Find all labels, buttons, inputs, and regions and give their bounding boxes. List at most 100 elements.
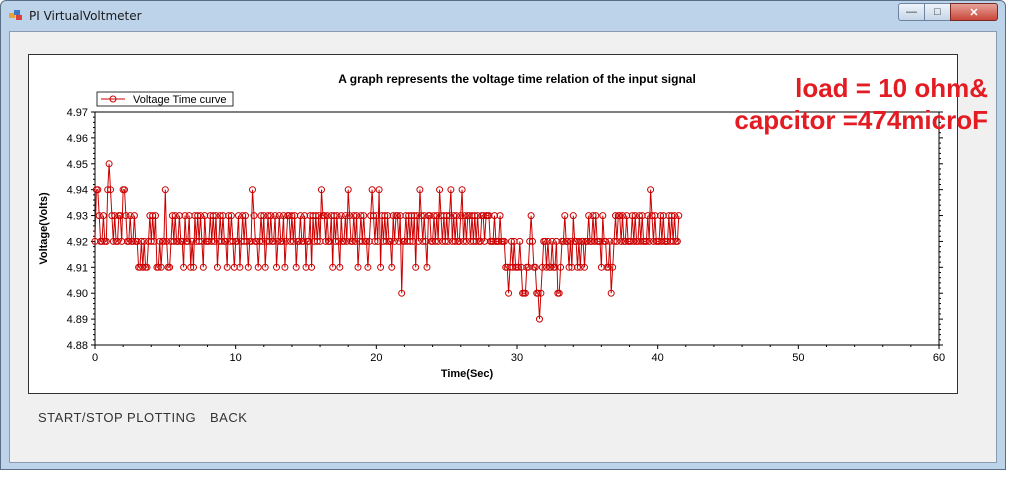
data-point [281,263,289,271]
data-point [610,237,618,245]
data-point [222,237,230,245]
data-point [346,212,354,220]
data-point [471,212,479,220]
data-point [213,263,221,271]
data-point [564,237,572,245]
maximize-button[interactable]: □ [924,3,951,21]
data-point [431,237,439,245]
data-point [631,212,639,220]
data-point [496,212,504,220]
data-point [322,237,330,245]
data-point [195,237,203,245]
data-point [616,212,624,220]
data-point [644,212,652,220]
data-point [337,212,345,220]
chart-panel: A graph represents the voltage time rela… [28,54,958,394]
data-point [635,212,643,220]
data-point [363,237,370,245]
data-point [137,237,145,245]
y-tick-label: 4.91 [67,262,88,274]
data-point [156,237,164,245]
data-point [208,237,216,245]
data-point [98,237,106,245]
series-line [94,163,680,320]
data-point [606,237,614,245]
data-point [209,212,217,220]
data-point [121,186,128,194]
y-tick-label: 4.97 [67,107,88,119]
data-point [157,263,165,271]
close-icon: ✕ [969,6,979,19]
data-point [507,237,515,245]
data-point [114,237,121,245]
data-point [628,212,636,220]
data-point [673,237,681,245]
data-point [458,186,466,194]
data-point [543,263,550,271]
legend-label: Voltage Time curve [133,94,227,106]
data-point [129,237,137,245]
data-point [257,212,265,220]
data-point [668,212,676,220]
data-point [413,212,421,220]
data-point [441,237,449,245]
client-area: A graph represents the voltage time rela… [9,31,997,463]
data-point [368,186,376,194]
data-point [416,186,424,194]
data-point [612,212,619,220]
data-point [282,237,290,245]
data-point [336,263,344,271]
data-point [430,212,438,220]
data-point [260,212,268,220]
data-point [415,237,422,245]
data-point [256,237,264,245]
annotation: load = 10 ohm& capcitor =474microF [710,72,988,136]
data-point [271,212,279,220]
minimize-button[interactable]: — [898,3,925,21]
data-point [225,212,233,220]
data-point [527,212,535,220]
app-icon [9,10,22,20]
data-point [171,212,179,220]
data-point [412,263,420,271]
data-point [391,237,399,245]
data-point [607,289,615,297]
data-point [645,237,653,245]
data-point [187,263,195,271]
start-stop-plotting-button[interactable]: START/STOP PLOTTING [38,410,197,425]
title-bar[interactable]: PI VirtualVoltmeter — □ ✕ [1,1,1005,31]
data-point [451,237,459,245]
data-point [270,237,278,245]
x-tick-label: 20 [370,352,382,364]
data-point [329,263,337,271]
data-point [557,263,565,271]
back-button[interactable]: BACK [210,410,248,425]
data-point [160,237,168,245]
data-point [460,237,467,245]
data-point [236,263,244,271]
data-point [370,212,377,220]
x-tick-label: 0 [92,352,98,364]
data-point [574,263,581,271]
data-point [381,212,389,220]
data-point [340,237,348,245]
data-point [267,212,275,220]
data-point [476,237,484,245]
data-point [250,212,258,220]
data-point [122,212,130,220]
data-point [375,186,383,194]
data-point [647,186,655,194]
data-point [295,237,303,245]
data-point [184,237,192,245]
data-point [296,212,304,220]
data-point [447,186,455,194]
data-point [107,186,114,194]
data-point [581,263,588,271]
data-point [147,237,155,245]
x-tick-label: 10 [230,352,242,364]
data-point [377,263,385,271]
data-point [216,212,224,220]
close-button[interactable]: ✕ [950,3,998,21]
data-point [579,237,587,245]
x-tick-label: 40 [652,352,664,364]
